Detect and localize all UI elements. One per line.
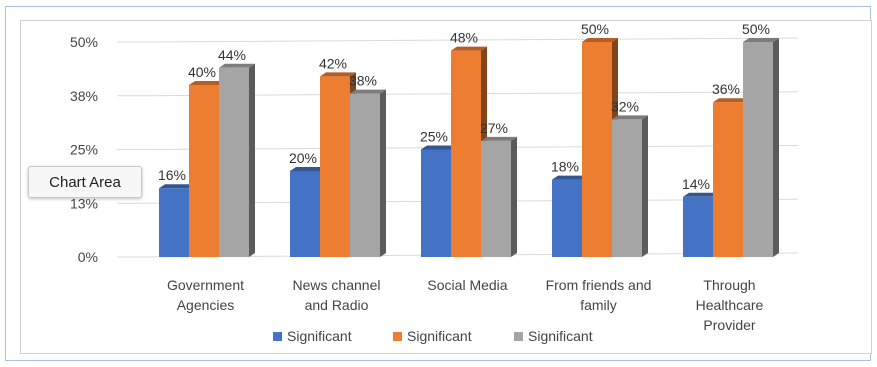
x-tick-label: Through xyxy=(703,277,755,293)
x-tick-label: Provider xyxy=(703,317,755,333)
bar-top xyxy=(350,89,386,94)
bar[interactable] xyxy=(481,140,511,257)
bar[interactable] xyxy=(421,149,451,258)
bar[interactable] xyxy=(451,50,481,257)
bar-top xyxy=(552,175,588,180)
bar[interactable] xyxy=(683,196,713,257)
x-tick-label: Government xyxy=(167,277,244,293)
data-label: 25% xyxy=(420,129,448,145)
y-tick-label: 25% xyxy=(70,142,98,158)
x-tick-label: Healthcare xyxy=(696,297,764,313)
legend-swatch xyxy=(514,332,523,341)
data-label: 20% xyxy=(289,150,317,166)
x-tick-label: family xyxy=(580,297,617,313)
data-label: 14% xyxy=(682,176,710,192)
bar-top xyxy=(320,72,356,77)
data-label: 38% xyxy=(349,73,377,89)
legend-label: Significant xyxy=(528,328,593,344)
bar[interactable] xyxy=(219,67,249,257)
x-tick-label: Social Media xyxy=(427,277,507,293)
bar-top xyxy=(481,136,517,141)
bar[interactable] xyxy=(189,85,219,257)
bar[interactable] xyxy=(350,93,380,257)
bar-side xyxy=(249,63,255,257)
bar-top xyxy=(189,81,225,85)
data-label: 50% xyxy=(581,21,609,37)
bar-top xyxy=(219,63,255,68)
bar[interactable] xyxy=(290,171,320,257)
y-tick-label: 38% xyxy=(70,88,98,104)
gridline xyxy=(146,37,799,43)
y-tick-label: 13% xyxy=(70,195,98,211)
data-label: 27% xyxy=(480,120,508,136)
y-tick-label: 0% xyxy=(78,249,98,265)
bar-top xyxy=(683,192,719,197)
bar[interactable] xyxy=(743,42,773,257)
legend-label: Significant xyxy=(407,328,472,344)
bar[interactable] xyxy=(552,179,582,257)
bar[interactable] xyxy=(159,188,189,257)
data-label: 36% xyxy=(712,81,740,97)
data-label: 18% xyxy=(551,159,579,175)
bar-top xyxy=(421,145,457,150)
legend-label: Significant xyxy=(287,328,352,344)
bar[interactable] xyxy=(582,42,612,257)
data-label: 48% xyxy=(450,30,478,46)
bar-top xyxy=(290,167,326,171)
legend-swatch xyxy=(393,332,402,341)
bar-top xyxy=(612,115,648,120)
x-tick-label: News channel xyxy=(293,277,381,293)
y-tick-label: 50% xyxy=(70,34,98,50)
bar-top xyxy=(713,98,749,103)
data-label: 16% xyxy=(158,167,186,183)
data-label: 44% xyxy=(218,47,246,63)
data-label: 42% xyxy=(319,55,347,71)
bar[interactable] xyxy=(713,102,743,257)
bar-top xyxy=(451,46,487,51)
data-label: 32% xyxy=(611,98,639,114)
bar-side xyxy=(773,38,779,257)
bar[interactable] xyxy=(320,76,350,258)
x-tick-label: Agencies xyxy=(177,297,235,313)
bar-top xyxy=(743,38,779,42)
bar-side xyxy=(642,115,648,258)
legend-swatch xyxy=(273,332,282,341)
bar[interactable] xyxy=(612,119,642,258)
x-tick-label: and Radio xyxy=(305,297,369,313)
data-label: 40% xyxy=(188,64,216,80)
bar-top xyxy=(159,184,195,189)
bar-side xyxy=(380,89,386,257)
bar-top xyxy=(582,38,618,42)
data-label: 50% xyxy=(742,21,770,37)
x-tick-label: From friends and xyxy=(546,277,652,293)
chart-area-tooltip: Chart Area xyxy=(28,166,142,198)
bar-side xyxy=(511,136,517,257)
